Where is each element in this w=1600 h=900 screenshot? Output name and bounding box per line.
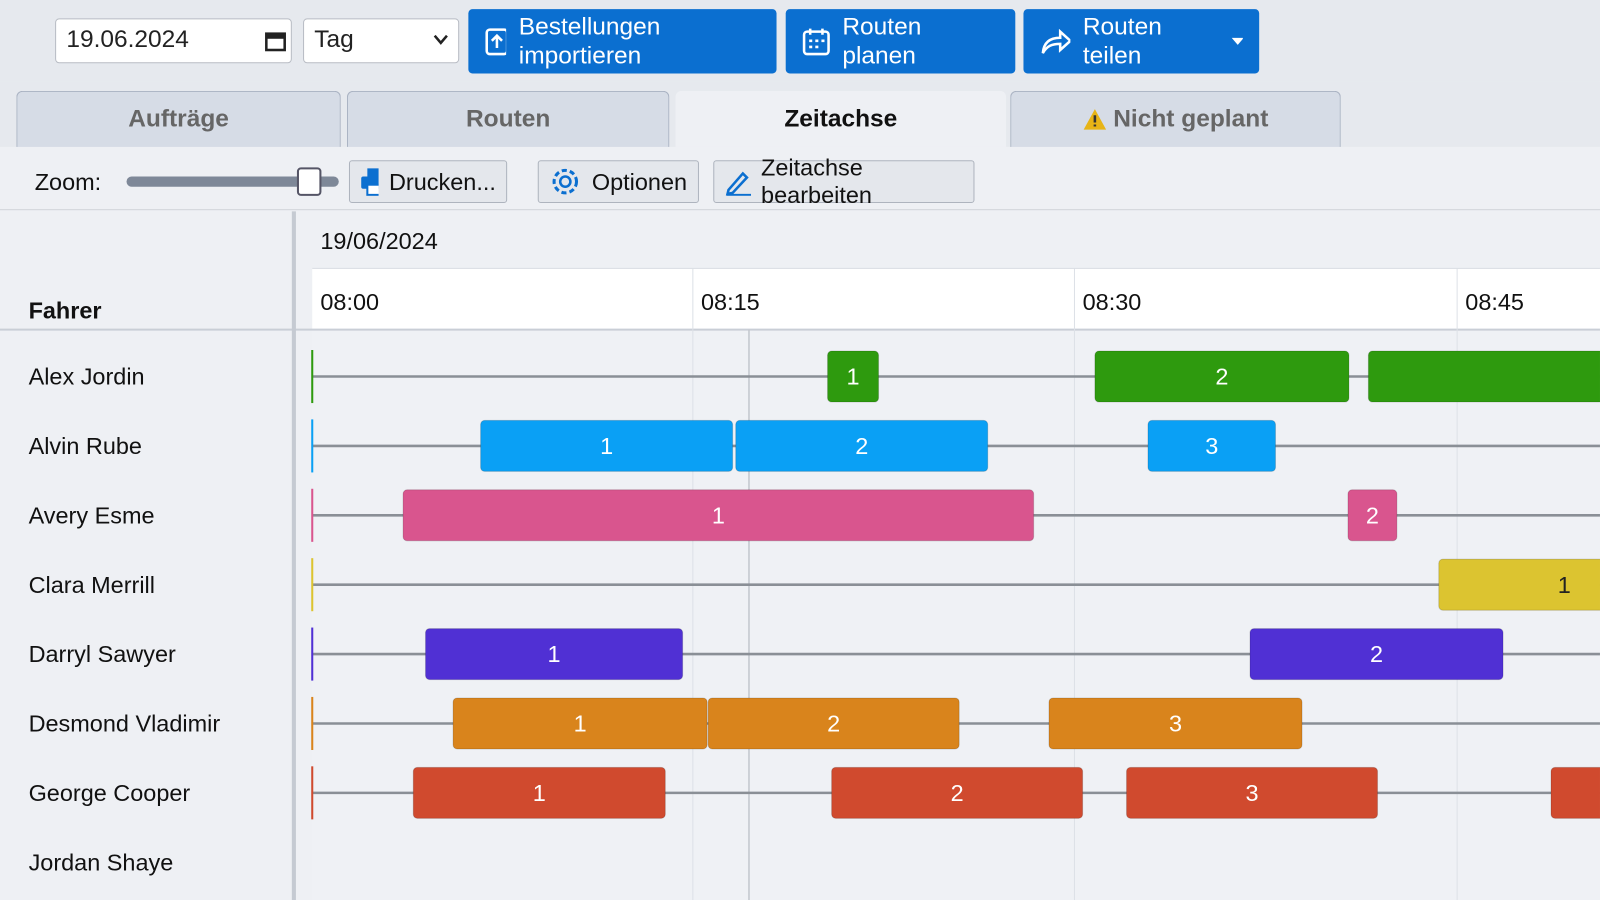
icon: [552, 168, 579, 195]
stop-label: 1: [1558, 572, 1571, 598]
stop-label: 1: [712, 502, 725, 528]
zoom-handle[interactable]: [296, 167, 322, 196]
view-select[interactable]: Tag: [303, 18, 460, 64]
tab[interactable]: Nicht geplant: [1010, 90, 1341, 147]
icon: [802, 28, 830, 55]
driver-column: [0, 211, 294, 900]
date-header: [312, 211, 1600, 269]
driver-name: Desmond Vladimir: [29, 711, 221, 737]
stop-label: 2: [827, 711, 840, 737]
tab-label: Aufträge: [128, 105, 229, 133]
stop-label: 3: [1246, 780, 1259, 806]
stop-block: [1094, 350, 1350, 403]
stop-label: 2: [1370, 641, 1383, 667]
column-divider: [291, 211, 296, 900]
stop-label: 1: [574, 711, 587, 737]
time-label: 08:00: [320, 289, 379, 315]
stop-label: 3: [1169, 711, 1182, 737]
stop-block: [1126, 766, 1379, 819]
stop-block: [1367, 350, 1600, 403]
driver-name: Alex Jordin: [29, 364, 145, 390]
stop-label: 1: [847, 364, 860, 390]
stop-block: [412, 766, 666, 819]
stop-label: 2: [951, 780, 964, 806]
driver-name: Clara Merrill: [29, 572, 155, 598]
time-header: [312, 268, 1600, 330]
edit-timeline-button[interactable]: Zeitachse bearbeiten: [713, 154, 975, 208]
import-button[interactable]: Bestellungen importieren: [468, 9, 777, 74]
button-label: Optionen: [591, 167, 688, 195]
time-label: 08:30: [1083, 289, 1142, 315]
tab[interactable]: Routen: [346, 90, 670, 147]
button-label: Zeitachse bearbeiten: [761, 154, 872, 209]
driver-name: George Cooper: [29, 780, 191, 806]
button-label: Routen planen: [842, 12, 922, 69]
time-label: 08:45: [1465, 289, 1524, 315]
print-button[interactable]: Drucken...: [348, 160, 508, 204]
icon: [361, 168, 379, 196]
stop-block: [1438, 558, 1600, 611]
stop-block: [735, 419, 989, 472]
driver-name: Darryl Sawyer: [29, 641, 176, 667]
stop-label: 1: [533, 780, 546, 806]
time-label: 08:15: [701, 289, 760, 315]
stop-label: 1: [548, 641, 561, 667]
driver-name: Jordan Shaye: [29, 849, 174, 875]
stop-block: [1147, 419, 1277, 472]
stop-block: [827, 350, 880, 403]
tab-label: Routen: [465, 105, 551, 133]
stop-block: [1249, 628, 1504, 681]
stop-block: [452, 697, 708, 750]
stop-label: 3: [1205, 433, 1218, 459]
stop-block: [831, 766, 1084, 819]
plan-button[interactable]: Routen planen: [785, 9, 1016, 74]
chevron: [433, 34, 448, 45]
icon: [725, 171, 751, 196]
stop-label: 2: [1366, 502, 1379, 528]
stop-block: [1550, 766, 1600, 819]
button-label: Routen teilen: [1082, 12, 1162, 69]
stop-block: [480, 419, 734, 472]
tab[interactable]: Aufträge: [16, 90, 341, 147]
stop-block: [402, 489, 1035, 542]
timeline-date: 19/06/2024: [320, 228, 437, 254]
stop-block: [1347, 489, 1398, 542]
tab-label: Nicht geplant: [1113, 105, 1269, 133]
stop-block: [1048, 697, 1303, 750]
date-input[interactable]: 19.06.2024: [55, 18, 292, 64]
tab[interactable]: Zeitachse: [675, 90, 1007, 147]
driver-name: Alvin Rube: [29, 433, 142, 459]
calendar-icon: [265, 32, 286, 52]
icon: [485, 27, 507, 55]
timeline: 19/06/2024 Fahrer 08:00 08:15 08:30 08:45 Al…: [0, 211, 1600, 900]
button-label: Bestellungen importieren: [518, 12, 661, 69]
column-header: Fahrer: [29, 297, 102, 323]
stop-label: 2: [1215, 364, 1228, 390]
date-text: 19.06.2024: [66, 25, 189, 54]
zoom-slider[interactable]: [126, 176, 339, 187]
driver-name: Avery Esme: [29, 502, 155, 528]
stop-block: [424, 628, 684, 681]
options-button[interactable]: Optionen: [537, 160, 699, 204]
view-text: Tag: [314, 25, 354, 54]
button-label: Drucken...: [388, 167, 496, 195]
icon: [1041, 28, 1071, 54]
stop-block: [707, 697, 960, 750]
share-button[interactable]: Routen teilen: [1023, 9, 1260, 74]
warning-icon: [1083, 109, 1107, 130]
stop-label: 1: [600, 433, 613, 459]
tab-label: Zeitachse: [784, 105, 898, 133]
zoom-label: Zoom:: [34, 168, 102, 195]
caret: [1231, 37, 1243, 45]
stop-label: 2: [855, 433, 868, 459]
